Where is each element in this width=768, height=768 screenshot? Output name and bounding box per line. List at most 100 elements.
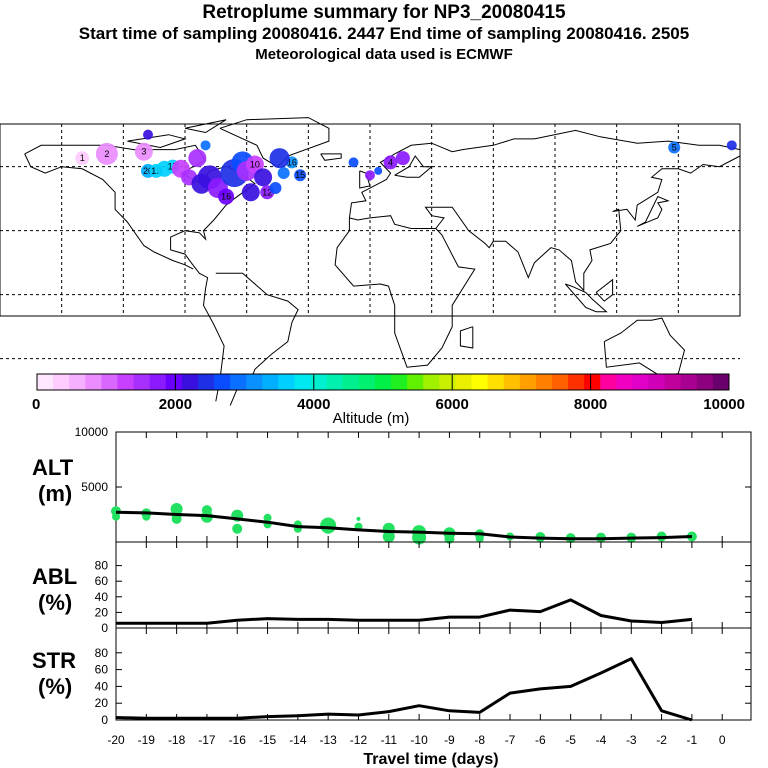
colorbar-swatch — [278, 374, 295, 390]
x-tick-label: -9 — [444, 733, 455, 747]
y-tick-label: 60 — [95, 663, 109, 677]
plume-point — [365, 170, 375, 181]
coastline — [424, 155, 741, 292]
y-tick-label: 0 — [101, 621, 108, 635]
x-tick-label: -7 — [505, 733, 516, 747]
colorbar-swatch — [535, 374, 553, 390]
series-line — [116, 598, 693, 625]
plume-label: 20 — [143, 166, 153, 176]
colorbar-swatch — [648, 374, 666, 390]
coastline — [595, 278, 614, 302]
colorbar-swatch — [374, 374, 392, 390]
colorbar-swatch — [568, 374, 585, 390]
plume-label: 3 — [141, 147, 146, 157]
colorbar-tick-label: 6000 — [436, 396, 469, 413]
colorbar-label: Altitude (m) — [333, 410, 410, 427]
colorbar-swatch — [664, 374, 682, 390]
y-tick-label: 20 — [95, 696, 109, 710]
colorbar-swatch — [197, 374, 215, 390]
colorbar-tick-label: 4000 — [297, 396, 330, 413]
colorbar-swatch — [181, 374, 199, 390]
alt-point — [444, 533, 455, 544]
altitude-colorbar: 0 2000 4000 6000 8000 10000 — [32, 373, 745, 413]
str-panel-unit: (%) — [38, 674, 72, 699]
coastline — [636, 195, 670, 227]
colorbar-tick-label: 2000 — [159, 396, 192, 413]
colorbar-swatch — [246, 374, 263, 390]
plume-point — [269, 148, 290, 169]
colorbar-swatch — [133, 374, 151, 390]
coastline — [359, 170, 371, 189]
x-tick-label: -6 — [535, 733, 546, 747]
y-tick-label: 40 — [95, 679, 109, 693]
plume-label: 4 — [388, 157, 393, 167]
coastline — [24, 144, 256, 402]
y-tick-label: 40 — [95, 590, 109, 604]
colorbar-swatch — [471, 374, 489, 390]
coastline — [24, 153, 194, 270]
alt-point — [232, 523, 243, 534]
alt-point — [475, 534, 484, 543]
colorbar-swatch — [69, 374, 86, 390]
colorbar-swatch — [85, 374, 102, 390]
x-tick-label: -19 — [138, 733, 156, 747]
plume-label: 5 — [672, 142, 677, 152]
colorbar-swatch — [712, 374, 730, 390]
alt-point — [356, 516, 361, 521]
met-data-line: Meteorological data used is ECMWF — [255, 46, 513, 63]
colorbar-swatch — [262, 374, 279, 390]
coastline — [459, 326, 474, 349]
colorbar-swatch — [407, 374, 424, 390]
x-tick-label: -4 — [596, 733, 607, 747]
alt-point — [382, 530, 395, 543]
colorbar-swatch — [37, 374, 54, 390]
coastline — [334, 215, 476, 368]
colorbar-swatch — [503, 374, 521, 390]
panel-frame — [115, 431, 752, 543]
x-tick-label: -20 — [107, 733, 125, 747]
panel-frame — [115, 627, 752, 721]
plume-point — [395, 151, 410, 166]
colorbar-swatch — [680, 374, 698, 390]
plume-label: 16 — [287, 157, 297, 167]
plume-point — [374, 166, 383, 175]
colorbar-swatch — [423, 374, 440, 390]
colorbar-swatch — [487, 374, 505, 390]
colorbar-swatch — [358, 374, 376, 390]
x-tick-label: 0 — [719, 733, 726, 747]
plume-label: 10 — [250, 160, 260, 170]
x-tick-label: -10 — [410, 733, 428, 747]
x-tick-label: -17 — [198, 733, 216, 747]
alt-point — [112, 512, 120, 521]
str-panel-name: STR — [32, 648, 76, 673]
colorbar-tick-label: 8000 — [574, 396, 607, 413]
x-tick-label: -12 — [350, 733, 368, 747]
colorbar-swatch — [439, 374, 456, 390]
x-tick-label: -14 — [289, 733, 307, 747]
y-tick-label: 80 — [95, 646, 109, 660]
x-tick-label: -15 — [259, 733, 277, 747]
colorbar-swatch — [632, 374, 650, 390]
plume-label: 1 — [80, 153, 85, 163]
colorbar-swatch — [696, 374, 714, 390]
coastline — [394, 155, 434, 178]
plume-point — [269, 182, 282, 194]
colorbar-swatch — [149, 374, 167, 390]
colorbar-swatch — [117, 374, 135, 390]
colorbar-swatch — [519, 374, 537, 390]
coastline — [320, 153, 342, 161]
coastline — [603, 317, 686, 377]
y-tick-label: 20 — [95, 605, 109, 619]
alt-point — [142, 512, 151, 521]
plume-point — [188, 149, 207, 168]
colorbar-swatch — [310, 374, 328, 390]
plume-point — [726, 140, 737, 151]
colorbar-tick-label: 0 — [32, 396, 40, 413]
plume-label: 2 — [104, 149, 109, 159]
x-tick-label: -8 — [474, 733, 485, 747]
plume-point — [668, 141, 681, 154]
alt-panel-name: ALT — [32, 455, 74, 480]
panel-frame — [115, 541, 752, 629]
